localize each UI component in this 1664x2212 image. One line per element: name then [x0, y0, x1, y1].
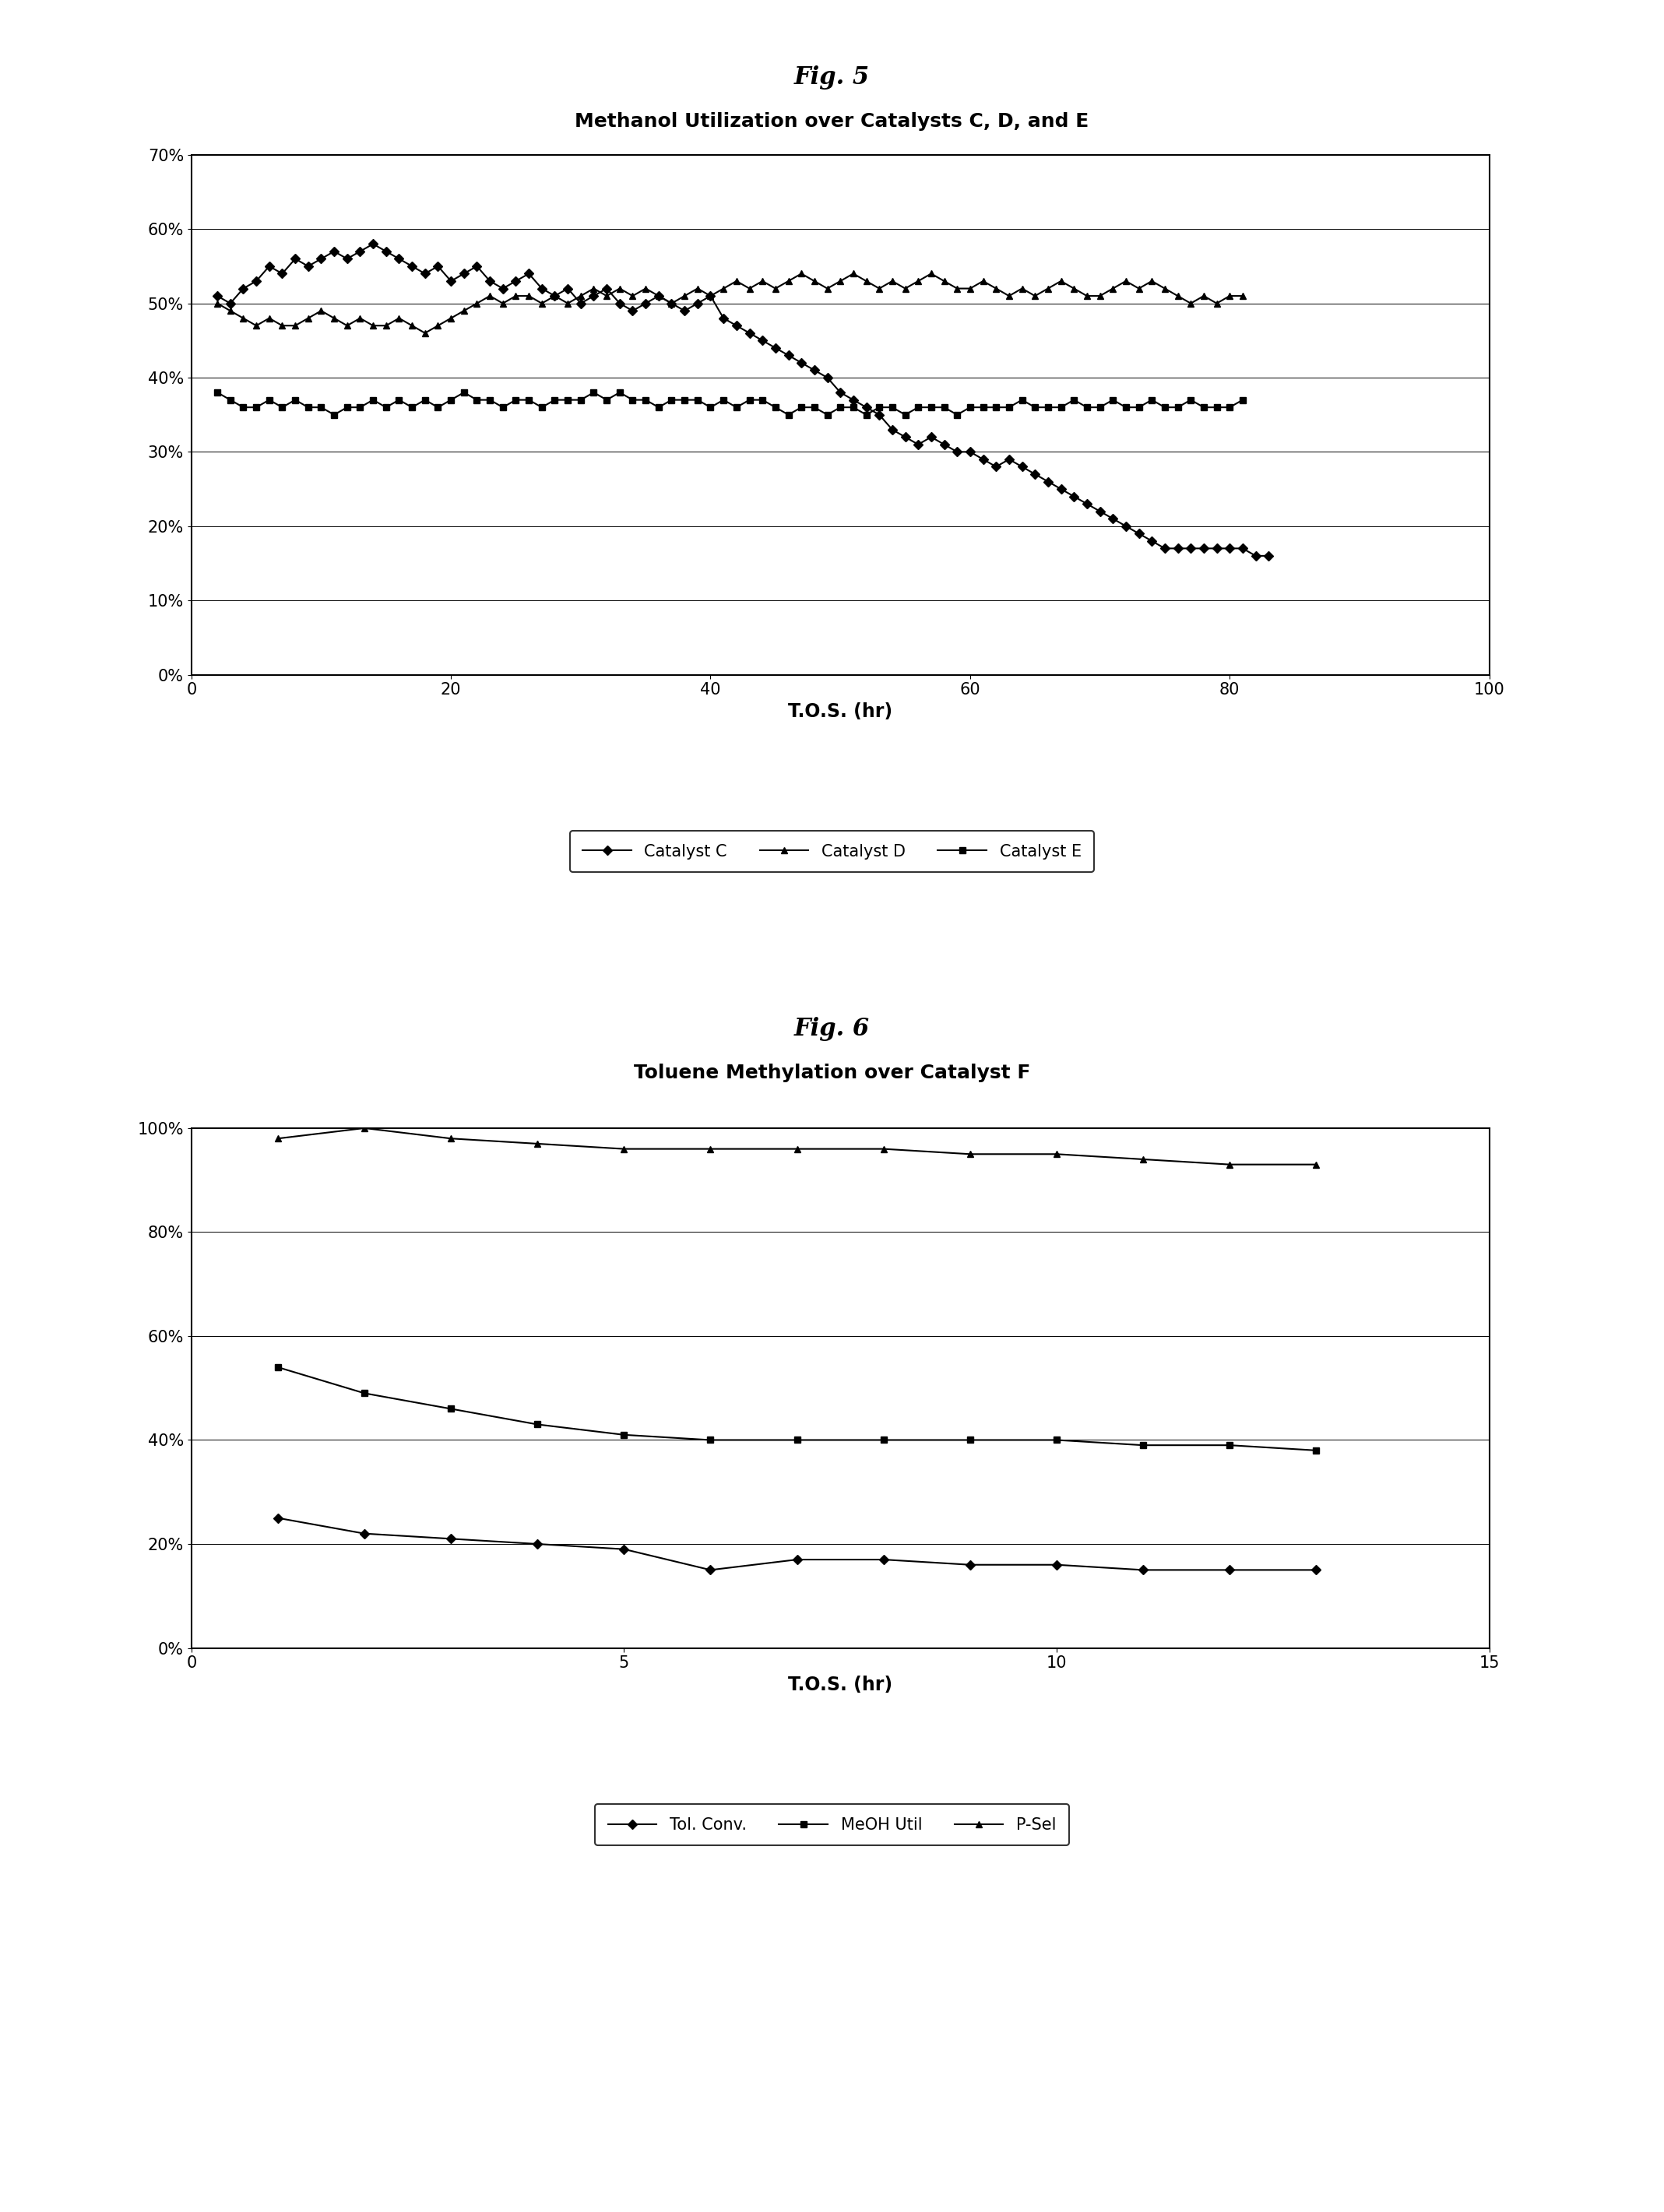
- Catalyst E: [208, 378, 228, 405]
- Legend: Catalyst C, Catalyst D, Catalyst E: Catalyst C, Catalyst D, Catalyst E: [569, 832, 1095, 872]
- P-Sel: [354, 1115, 374, 1141]
- Tol. Conv.: [441, 1526, 461, 1553]
- Catalyst C: [363, 230, 383, 257]
- Line: Tol. Conv.: Tol. Conv.: [275, 1515, 1320, 1573]
- Text: Fig. 6: Fig. 6: [794, 1018, 870, 1040]
- X-axis label: T.O.S. (hr): T.O.S. (hr): [789, 701, 892, 721]
- P-Sel: [1133, 1146, 1153, 1172]
- Catalyst C: [519, 261, 539, 288]
- MeOH Util: [354, 1380, 374, 1407]
- Catalyst C: [714, 305, 734, 332]
- Legend: Tol. Conv., MeOH Util, P-Sel: Tol. Conv., MeOH Util, P-Sel: [594, 1805, 1070, 1845]
- Catalyst C: [1063, 482, 1083, 509]
- P-Sel: [1047, 1141, 1067, 1168]
- Catalyst D: [895, 274, 915, 301]
- Catalyst D: [208, 290, 228, 316]
- Tol. Conv.: [1306, 1557, 1326, 1584]
- Catalyst D: [414, 321, 434, 347]
- MeOH Util: [1133, 1431, 1153, 1458]
- Line: Catalyst C: Catalyst C: [215, 241, 1271, 560]
- Catalyst D: [674, 283, 694, 310]
- Catalyst E: [922, 394, 942, 420]
- MeOH Util: [701, 1427, 721, 1453]
- Line: MeOH Util: MeOH Util: [275, 1365, 1320, 1453]
- MeOH Util: [527, 1411, 547, 1438]
- MeOH Util: [614, 1422, 634, 1449]
- Tol. Conv.: [874, 1546, 894, 1573]
- MeOH Util: [960, 1427, 980, 1453]
- Catalyst E: [674, 387, 694, 414]
- Catalyst E: [1233, 387, 1253, 414]
- P-Sel: [960, 1141, 980, 1168]
- P-Sel: [614, 1135, 634, 1161]
- Catalyst E: [844, 394, 864, 420]
- Catalyst D: [844, 261, 864, 288]
- Catalyst C: [208, 283, 228, 310]
- Tol. Conv.: [354, 1520, 374, 1546]
- P-Sel: [1306, 1150, 1326, 1177]
- Catalyst D: [1142, 268, 1161, 294]
- Catalyst E: [324, 403, 344, 429]
- P-Sel: [701, 1135, 721, 1161]
- Catalyst E: [1128, 394, 1148, 420]
- Catalyst D: [1233, 283, 1253, 310]
- Catalyst E: [830, 394, 850, 420]
- MeOH Util: [268, 1354, 288, 1380]
- Tol. Conv.: [614, 1535, 634, 1562]
- P-Sel: [268, 1126, 288, 1152]
- Line: Catalyst D: Catalyst D: [215, 270, 1246, 336]
- Line: P-Sel: P-Sel: [275, 1126, 1320, 1168]
- P-Sel: [441, 1126, 461, 1152]
- Tol. Conv.: [787, 1546, 807, 1573]
- MeOH Util: [874, 1427, 894, 1453]
- MeOH Util: [1220, 1431, 1240, 1458]
- Catalyst E: [882, 394, 902, 420]
- Catalyst D: [792, 261, 812, 288]
- Text: Toluene Methylation over Catalyst F: Toluene Methylation over Catalyst F: [634, 1064, 1030, 1082]
- Catalyst C: [1038, 469, 1058, 495]
- Tol. Conv.: [1047, 1551, 1067, 1577]
- P-Sel: [1220, 1150, 1240, 1177]
- Tol. Conv.: [1133, 1557, 1153, 1584]
- Catalyst C: [1246, 542, 1266, 568]
- Line: Catalyst E: Catalyst E: [215, 389, 1246, 418]
- X-axis label: T.O.S. (hr): T.O.S. (hr): [789, 1674, 892, 1694]
- MeOH Util: [787, 1427, 807, 1453]
- Tol. Conv.: [268, 1504, 288, 1531]
- P-Sel: [787, 1135, 807, 1161]
- Catalyst D: [857, 268, 877, 294]
- P-Sel: [874, 1135, 894, 1161]
- P-Sel: [527, 1130, 547, 1157]
- Tol. Conv.: [960, 1551, 980, 1577]
- MeOH Util: [441, 1396, 461, 1422]
- Catalyst C: [1258, 542, 1278, 568]
- Catalyst D: [934, 268, 953, 294]
- Tol. Conv.: [701, 1557, 721, 1584]
- Catalyst C: [468, 252, 488, 279]
- Tol. Conv.: [1220, 1557, 1240, 1584]
- Catalyst C: [506, 268, 526, 294]
- MeOH Util: [1047, 1427, 1067, 1453]
- Tol. Conv.: [527, 1531, 547, 1557]
- Text: Fig. 5: Fig. 5: [794, 66, 870, 88]
- Text: Methanol Utilization over Catalysts C, D, and E: Methanol Utilization over Catalysts C, D…: [576, 113, 1088, 131]
- MeOH Util: [1306, 1438, 1326, 1464]
